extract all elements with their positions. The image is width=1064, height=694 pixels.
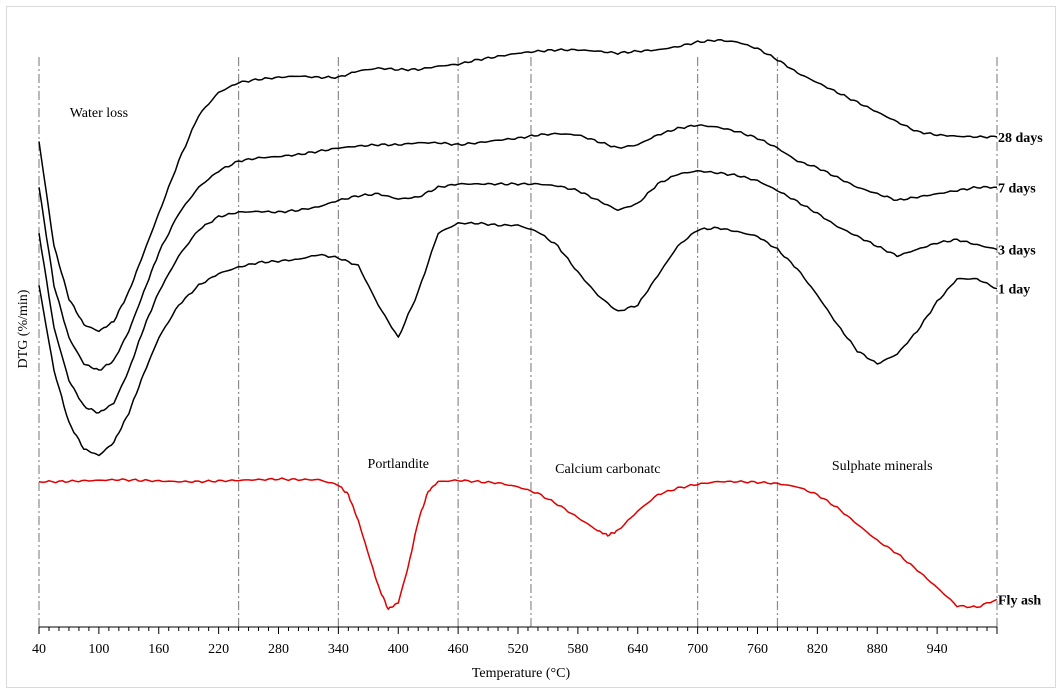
x-tick-label: 520 bbox=[508, 642, 529, 657]
x-tick-label: 160 bbox=[148, 642, 169, 657]
dtg-chart: 28 days 7 days 3 days 1 day Fly ash Water lo… bbox=[16, 38, 1043, 681]
series-label: Fly ash bbox=[998, 593, 1041, 608]
series-line-1-day bbox=[38, 221, 998, 457]
x-tick-label: 820 bbox=[807, 642, 828, 657]
series-label: 7 days bbox=[998, 181, 1036, 196]
series-label: 3 days bbox=[998, 243, 1036, 258]
x-tick-label: 760 bbox=[747, 642, 768, 657]
series-line-7-days bbox=[38, 124, 997, 371]
region-lines bbox=[38, 57, 998, 627]
region-annotations: Water loss Portlandite Calcium carbonatc Su… bbox=[70, 106, 933, 477]
series-labels: 28 days 7 days 3 days 1 day Fly ash bbox=[998, 131, 1043, 608]
x-tick-label: 220 bbox=[208, 642, 229, 657]
x-tick-label: 640 bbox=[627, 642, 648, 657]
series-line-fly-ash bbox=[38, 477, 998, 611]
x-tick-label: 580 bbox=[567, 642, 588, 657]
x-tick-label: 700 bbox=[687, 642, 708, 657]
x-tick-label: 940 bbox=[927, 642, 948, 657]
chart-frame: 28 days 7 days 3 days 1 day Fly ash Water lo… bbox=[6, 6, 1056, 688]
series-lines bbox=[38, 38, 998, 611]
x-tick-label: 280 bbox=[268, 642, 289, 657]
region-annotation: Water loss bbox=[70, 106, 128, 121]
series-label: 28 days bbox=[998, 131, 1043, 146]
x-axis-ticks: 40 100 160 220 280 340 400 460 520 580 640 700 760 82… bbox=[32, 627, 998, 657]
region-annotation: Calcium carbonatc bbox=[555, 462, 660, 477]
region-annotation: Sulphate minerals bbox=[832, 459, 933, 474]
y-axis-label: DTG (%/min) bbox=[16, 289, 31, 368]
x-tick-label: 460 bbox=[448, 642, 469, 657]
x-axis-label: Temperature (°C) bbox=[472, 666, 571, 681]
series-line-3-days bbox=[38, 169, 998, 414]
x-tick-label: 340 bbox=[328, 642, 349, 657]
x-tick-label: 100 bbox=[88, 642, 109, 657]
region-annotation: Portlandite bbox=[368, 457, 429, 472]
series-line-28-days bbox=[38, 38, 998, 333]
x-tick-label: 880 bbox=[867, 642, 888, 657]
x-tick-label: 40 bbox=[32, 642, 46, 657]
x-tick-label: 400 bbox=[388, 642, 409, 657]
series-label: 1 day bbox=[998, 283, 1030, 298]
